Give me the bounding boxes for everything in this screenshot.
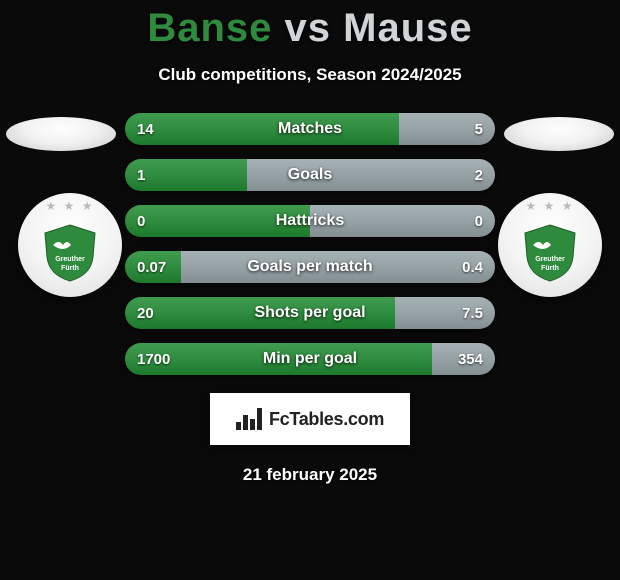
comparison-title: Banse vs Mause [0,0,620,51]
stat-value-right: 7.5 [450,305,495,322]
brand-bars-icon [236,408,262,430]
stat-bar-right: 0 [310,205,495,237]
club-badge-right: ★ ★ ★ Greuther Fürth [498,193,602,297]
club-badge-stars-left: ★ ★ ★ [18,199,122,213]
stat-value-left: 0 [125,213,157,230]
stat-bar-left: 1700 [125,343,432,375]
svg-text:Fürth: Fürth [61,265,79,272]
footer-brand[interactable]: FcTables.com [210,393,410,445]
stat-value-left: 14 [125,121,166,138]
svg-text:Greuther: Greuther [535,256,565,263]
club-crest-left-icon: Greuther Fürth [39,221,101,283]
club-crest-right-icon: Greuther Fürth [519,221,581,283]
stat-value-left: 1700 [125,351,182,368]
club-badge-left: ★ ★ ★ Greuther Fürth [18,193,122,297]
stat-row: 207.5Shots per goal [125,297,495,329]
stat-row: 0.070.4Goals per match [125,251,495,283]
snapshot-date: 21 february 2025 [0,465,620,485]
stat-bar-left: 1 [125,159,247,191]
svg-text:Fürth: Fürth [541,265,559,272]
title-left-name: Banse [147,6,272,50]
stat-bars-container: 145Matches12Goals00Hattricks0.070.4Goals… [125,113,495,375]
footer-brand-text: FcTables.com [269,409,384,430]
stat-value-right: 0 [463,213,495,230]
stat-value-left: 20 [125,305,166,322]
stat-value-right: 0.4 [450,259,495,276]
stat-bar-right: 2 [247,159,495,191]
stat-row: 145Matches [125,113,495,145]
stat-bar-right: 5 [399,113,495,145]
stat-value-left: 0.07 [125,259,178,276]
stat-value-left: 1 [125,167,157,184]
player-right-head-silhouette [504,117,614,151]
comparison-stage: ★ ★ ★ Greuther Fürth ★ ★ ★ Greuther Fürt… [0,113,620,375]
stat-value-right: 5 [463,121,495,138]
title-separator: vs [285,6,332,50]
stat-value-right: 2 [463,167,495,184]
stat-bar-left: 20 [125,297,395,329]
subtitle: Club competitions, Season 2024/2025 [0,65,620,85]
club-badge-stars-right: ★ ★ ★ [498,199,602,213]
stat-row: 00Hattricks [125,205,495,237]
stat-bar-left: 0.07 [125,251,181,283]
stat-row: 12Goals [125,159,495,191]
player-left-head-silhouette [6,117,116,151]
stat-bar-left: 0 [125,205,310,237]
stat-bar-right: 7.5 [395,297,495,329]
stat-bar-left: 14 [125,113,399,145]
title-right-name: Mause [343,6,473,50]
stat-row: 1700354Min per goal [125,343,495,375]
stat-bar-right: 354 [432,343,495,375]
svg-text:Greuther: Greuther [55,256,85,263]
stat-value-right: 354 [446,351,495,368]
stat-bar-right: 0.4 [181,251,496,283]
